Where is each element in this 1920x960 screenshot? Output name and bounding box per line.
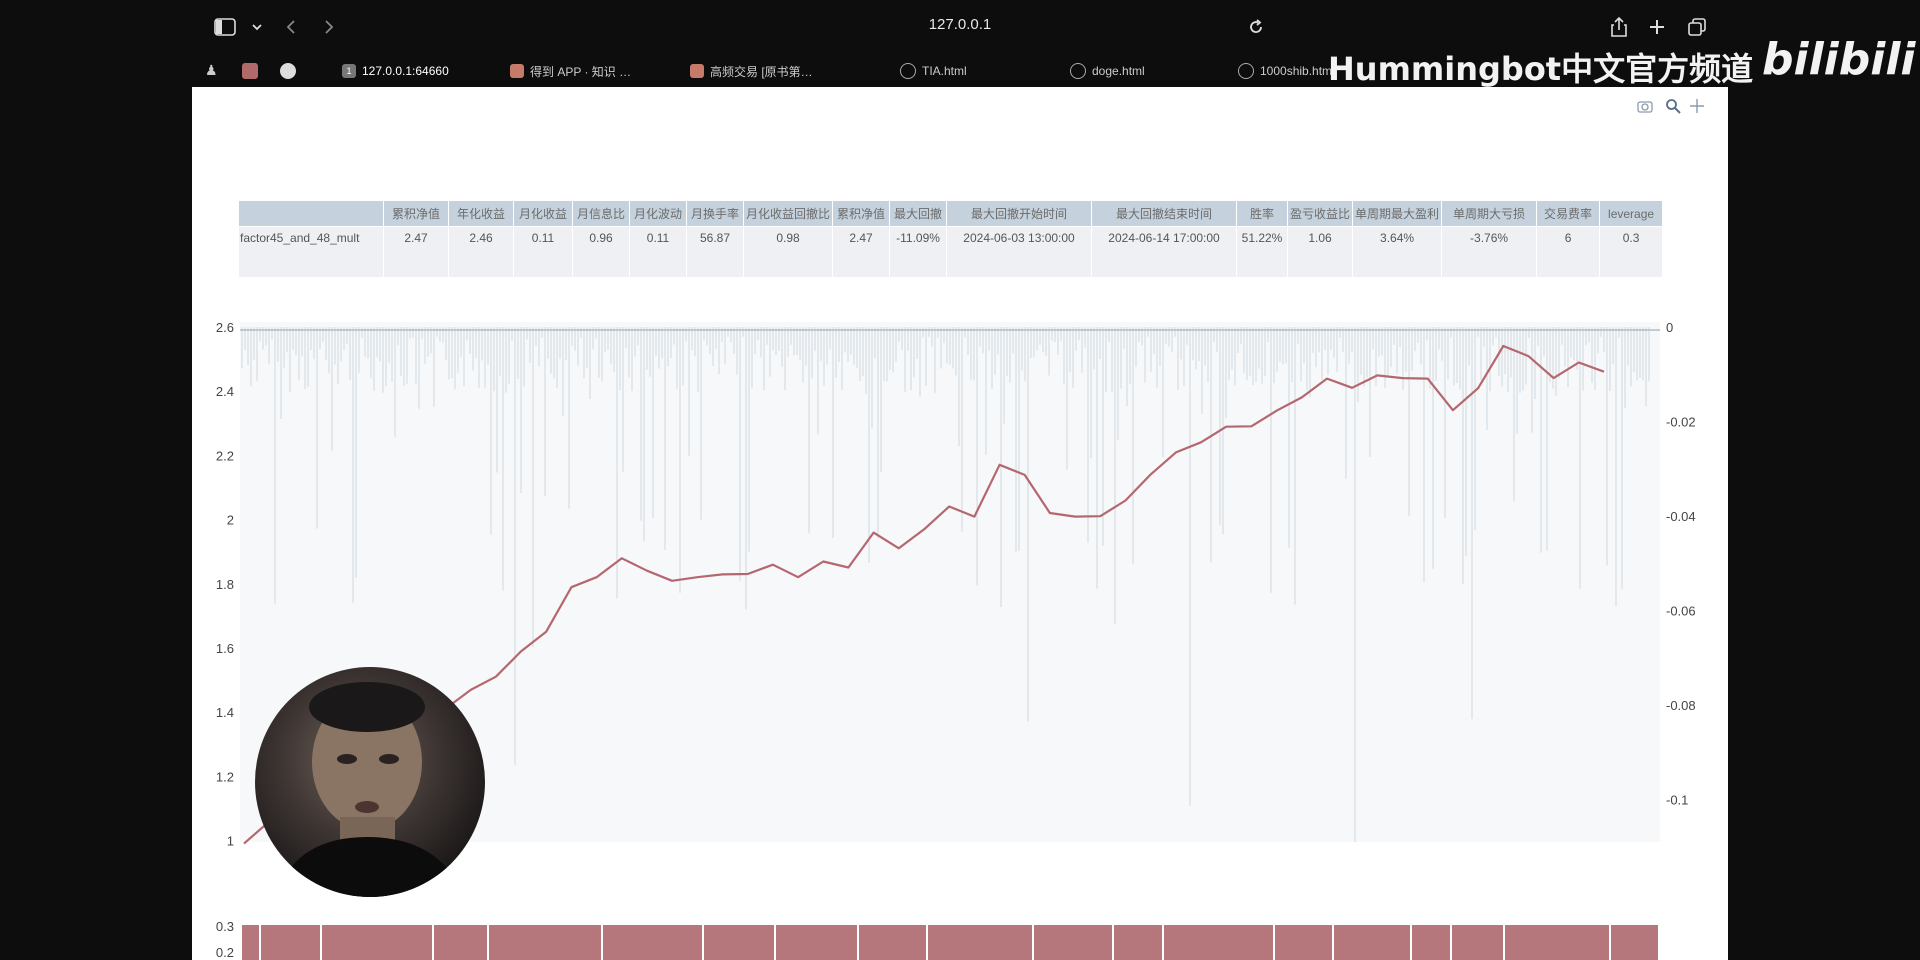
tab-doge[interactable]: doge.html	[1070, 59, 1190, 83]
equity-line	[243, 344, 1605, 845]
compass-icon	[1070, 63, 1086, 79]
left-axis-tick: 1	[227, 834, 234, 849]
table-cell: 0.3	[1599, 226, 1664, 278]
tab-bar: ♟ 1 127.0.0.1:64660 得到 APP · 知识 … 高频交易 […	[0, 55, 1920, 87]
compass-icon	[1238, 63, 1254, 79]
new-tab-icon[interactable]	[1644, 14, 1670, 40]
table-cell: 0.11	[629, 226, 687, 278]
table-header: 月换手率	[686, 200, 744, 227]
channel-watermark: Hummingbot中文官方频道	[1328, 50, 1754, 88]
table-header: 盈亏收益比	[1287, 200, 1354, 227]
tab-label: TIA.html	[922, 64, 967, 78]
reload-icon[interactable]	[1243, 14, 1269, 40]
table-cell: -11.09%	[889, 226, 948, 278]
equity-chart[interactable]: 1 1.2 1.4 1.6 1.8 2 2.2 2.4 2.6 0 -0.02 -0.04 -0.06 -…	[192, 87, 1728, 960]
right-axis-tick: -0.08	[1666, 698, 1696, 713]
pan-icon[interactable]	[1688, 97, 1706, 115]
table-cell: 2.47	[383, 226, 449, 278]
bookmark-icon[interactable]	[280, 63, 296, 79]
tab-label: 高频交易 [原书第…	[710, 64, 813, 79]
tab-1000shib[interactable]: 1000shib.html	[1238, 59, 1338, 83]
table-header	[238, 200, 384, 227]
lower-axis-tick: 0.2	[216, 945, 234, 960]
table-cell: 51.22%	[1236, 226, 1289, 278]
table-cell: 3.64%	[1352, 226, 1443, 278]
table-cell: factor45_and_48_mult	[238, 226, 384, 278]
address-bar[interactable]: 127.0.0.1	[928, 16, 992, 33]
share-icon[interactable]	[1606, 14, 1632, 40]
camera-icon[interactable]	[1636, 97, 1654, 115]
left-axis-tick: 2.6	[216, 320, 234, 335]
right-axis-tick: -0.02	[1666, 415, 1696, 430]
tab-label: 127.0.0.1:64660	[362, 64, 449, 78]
tab-localhost[interactable]: 1 127.0.0.1:64660	[342, 59, 472, 83]
presenter-silhouette	[275, 682, 465, 897]
left-axis-tick: 1.6	[216, 641, 234, 656]
table-header: 月信息比	[572, 200, 630, 227]
left-axis-tick: 2	[227, 513, 234, 528]
tab-label: 1000shib.html	[1260, 64, 1335, 78]
left-axis-tick: 1.2	[216, 769, 234, 784]
table-header: 累积净值	[383, 200, 449, 227]
tab-hft-book[interactable]: 高频交易 [原书第…	[690, 59, 820, 83]
table-cell: 2024-06-03 13:00:00	[946, 226, 1093, 278]
tab-label: 得到 APP · 知识 …	[530, 64, 632, 79]
tab-label: doge.html	[1092, 64, 1145, 78]
tab-tia[interactable]: TIA.html	[900, 59, 1020, 83]
table-header: 月化波动	[629, 200, 687, 227]
left-axis-tick: 2.4	[216, 384, 234, 399]
table-cell: 0.96	[572, 226, 630, 278]
stats-table: 累积净值 年化收益 月化收益 月信息比 月化波动 月换手率 月化收益回撤比 累积…	[238, 200, 1664, 278]
left-axis-tick: 1.8	[216, 577, 234, 592]
right-axis-tick: -0.1	[1666, 793, 1688, 808]
tabs-overview-icon[interactable]	[1684, 14, 1710, 40]
presenter-webcam	[255, 667, 485, 897]
table-row: factor45_and_48_mult 2.47 2.46 0.11 0.96…	[238, 226, 1664, 278]
table-header: 最大回撤结束时间	[1091, 200, 1238, 227]
table-cell: 2.47	[832, 226, 891, 278]
table-cell: 6	[1536, 226, 1601, 278]
table-header: 月化收益	[513, 200, 573, 227]
back-icon[interactable]	[278, 14, 304, 40]
page-icon: 1	[342, 64, 356, 78]
bookmark-icon[interactable]: ♟	[205, 63, 218, 79]
bilibili-logo: bilibili	[1762, 34, 1916, 85]
page-content: 累积净值 年化收益 月化收益 月信息比 月化波动 月换手率 月化收益回撤比 累积…	[192, 87, 1728, 960]
table-header: 最大回撤开始时间	[946, 200, 1093, 227]
table-cell: 2.46	[448, 226, 514, 278]
left-axis-tick: 2.2	[216, 448, 234, 463]
table-header: 累积净值	[832, 200, 891, 227]
left-axis-tick: 1.4	[216, 705, 234, 720]
table-cell: 2024-06-14 17:00:00	[1091, 226, 1238, 278]
page-icon	[690, 64, 704, 78]
table-header: 单周期最大盈利	[1352, 200, 1443, 227]
table-cell: 1.06	[1287, 226, 1354, 278]
table-cell: 0.98	[742, 226, 834, 278]
compass-icon	[900, 63, 916, 79]
table-header: 单周期大亏损	[1441, 200, 1538, 227]
zoom-icon[interactable]	[1664, 97, 1682, 115]
leverage-area	[242, 925, 1658, 960]
table-header: 交易费率	[1536, 200, 1601, 227]
page-icon	[510, 64, 524, 78]
browser-toolbar: 127.0.0.1	[0, 0, 1920, 55]
sidebar-icon[interactable]	[212, 14, 238, 40]
tab-dedao[interactable]: 得到 APP · 知识 …	[510, 59, 640, 83]
table-cell: 0.11	[513, 226, 573, 278]
table-cell: 56.87	[686, 226, 744, 278]
chevron-down-icon[interactable]	[244, 14, 270, 40]
lower-axis-tick: 0.3	[216, 919, 234, 934]
right-axis-tick: 0	[1666, 320, 1673, 335]
table-cell: -3.76%	[1441, 226, 1538, 278]
forward-icon[interactable]	[316, 14, 342, 40]
right-axis-tick: -0.04	[1666, 509, 1696, 524]
bookmark-icon[interactable]	[242, 63, 258, 79]
right-axis-tick: -0.06	[1666, 604, 1696, 619]
table-header: 年化收益	[448, 200, 514, 227]
